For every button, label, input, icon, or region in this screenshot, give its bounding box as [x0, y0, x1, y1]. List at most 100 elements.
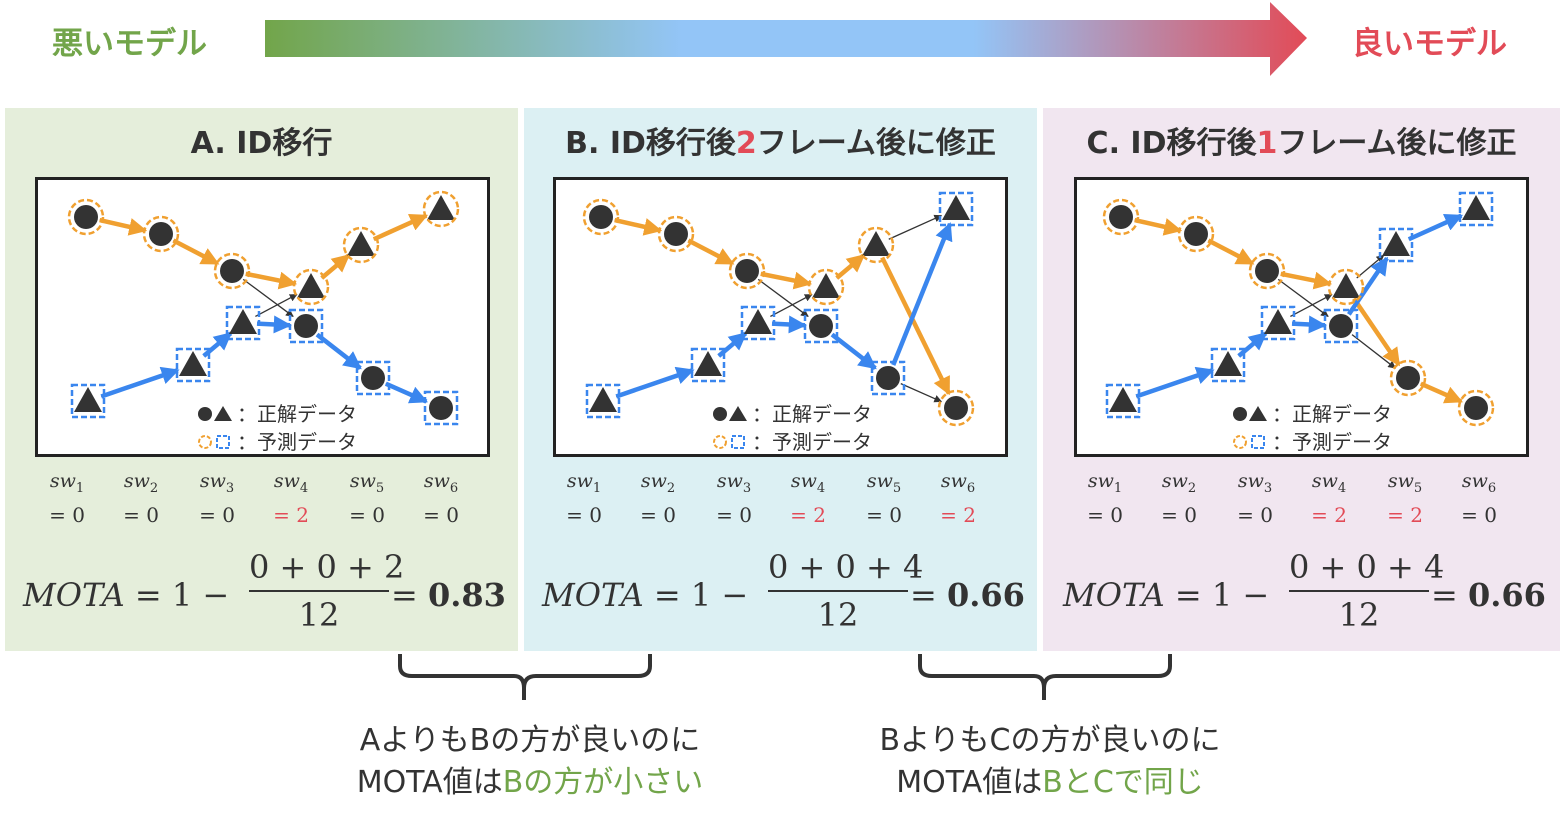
switch-value: = 2: [1311, 502, 1347, 527]
gt-circle-marker: [149, 222, 173, 246]
legend-gt-label: ：正解データ: [752, 402, 872, 426]
gt-circle-trajectory-arrow: [900, 383, 943, 403]
pred-blue-track-arrow: [256, 315, 292, 334]
pred-orange-track-arrow: [1207, 238, 1255, 266]
gt-triangle-marker: [942, 195, 970, 220]
switch-value: = 2: [1387, 502, 1423, 527]
switch-value: = 0: [1087, 502, 1123, 527]
gt-triangle-marker: [862, 231, 890, 256]
pred-blue-track-arrow: [100, 366, 180, 399]
pred-orange-track-arrow: [1352, 297, 1401, 367]
legend-pred-circle-icon: [1233, 435, 1247, 449]
legend-gt-label: ：正解データ: [237, 402, 357, 426]
pred-blue-square-marker: [803, 308, 839, 344]
switch-count-5: sw5 = 0: [854, 468, 914, 528]
switch-label: sw3: [199, 470, 235, 496]
pred-orange-track-arrow: [687, 238, 735, 266]
legend-pred-label: ：予測データ: [752, 430, 872, 454]
legend-pred-circle-icon: [198, 435, 212, 449]
legend-gt-triangle-icon: [1249, 406, 1267, 421]
pred-blue-square-marker: [288, 308, 324, 344]
legend-gt-triangle-icon: [214, 406, 232, 421]
gt-triangle-marker: [427, 195, 455, 220]
switch-label: sw3: [716, 470, 752, 496]
switch-count-6: sw6 = 0: [1449, 468, 1509, 528]
pred-blue-square-marker: [70, 383, 106, 419]
gt-triangle-trajectory-arrow: [1290, 293, 1333, 318]
pred-blue-track-arrow: [1407, 213, 1464, 242]
switch-value: = 0: [49, 502, 85, 527]
switch-value: = 0: [349, 502, 385, 527]
panel-b-title: B. ID移行後2フレーム後に修正: [565, 126, 996, 161]
switch-count-1: sw1 = 0: [554, 468, 614, 528]
pred-orange-circle-marker: [342, 226, 380, 264]
legend-pred-circle-icon: [713, 435, 727, 449]
switch-label: sw5: [349, 470, 385, 496]
gt-triangle-trajectory-arrow: [888, 214, 943, 240]
switch-count-5: sw5 = 2: [1375, 468, 1435, 528]
legend-pred-label: ：予測データ: [237, 430, 357, 454]
legend-pred-square-icon: [1251, 435, 1265, 449]
switch-value: = 0: [1237, 502, 1273, 527]
switch-label: sw1: [566, 470, 602, 496]
gt-triangle-marker: [1214, 351, 1242, 376]
gt-triangle-trajectory-arrow: [255, 293, 298, 318]
switch-value: = 0: [123, 502, 159, 527]
pred-orange-circle-marker: [1177, 215, 1215, 253]
pred-blue-track-arrow: [1237, 331, 1268, 358]
bad-model-label: 悪いモデル: [52, 26, 207, 62]
gt-circle-trajectory-arrow: [242, 278, 294, 317]
pred-blue-square-marker: [1458, 191, 1494, 227]
left-brace: [398, 654, 652, 700]
gt-triangle-marker: [179, 351, 207, 376]
panel-c-mota-result: 0.66: [1467, 576, 1546, 614]
pred-orange-track-arrow: [372, 213, 429, 242]
switch-label: sw4: [790, 470, 826, 496]
pred-orange-circle-marker: [582, 198, 620, 236]
switch-value: = 2: [940, 502, 976, 527]
pred-orange-circle-marker: [292, 268, 330, 306]
gt-circle-marker: [1255, 259, 1279, 283]
pred-orange-circle-marker: [857, 226, 895, 264]
gt-circle-marker: [361, 366, 385, 390]
gt-circle-marker: [294, 314, 318, 338]
pred-orange-circle-marker: [1102, 198, 1140, 236]
gt-triangle-marker: [694, 351, 722, 376]
gt-triangle-marker: [1462, 195, 1490, 220]
panel-b-plot: ：正解データ ：予測データ: [553, 177, 1008, 457]
pred-blue-track-arrow: [1347, 256, 1389, 316]
pred-orange-track-arrow: [1419, 381, 1464, 404]
good-model-label: 良いモデル: [1352, 26, 1507, 62]
switch-label: sw1: [1087, 470, 1123, 496]
gt-triangle-marker: [1382, 231, 1410, 256]
legend-gt-circle-icon: [1233, 407, 1247, 421]
pred-blue-square-marker: [690, 347, 726, 383]
pred-orange-circle-marker: [657, 215, 695, 253]
pred-blue-track-arrow: [1291, 315, 1327, 334]
switch-label: sw1: [49, 470, 85, 496]
panel-a-mota-result: 0.83: [427, 576, 506, 614]
pred-blue-track-arrow: [615, 366, 695, 399]
right-caption: BよりもCの方が良いのに MOTA値はBとCで同じ: [879, 723, 1221, 800]
pred-orange-track-arrow: [245, 271, 298, 290]
gt-circle-marker: [74, 205, 98, 229]
switch-value: = 0: [1461, 502, 1497, 527]
switch-count-4: sw4 = 2: [261, 468, 321, 528]
pred-blue-square-marker: [938, 191, 974, 227]
panel-a-plot: ：正解データ ：予測データ: [35, 177, 490, 457]
switch-value: = 0: [866, 502, 902, 527]
pred-orange-circle-marker: [807, 268, 845, 306]
panel-b-tracking-diagram: ：正解データ ：予測データ: [582, 191, 975, 454]
legend-gt-circle-icon: [713, 407, 727, 421]
switch-label: sw4: [273, 470, 309, 496]
panel-b-mota-result: 0.66: [946, 576, 1025, 614]
left-caption: AよりもBの方が良いのに MOTA値はBの方が小さい: [356, 723, 704, 800]
switch-count-3: sw3 = 0: [1225, 468, 1285, 528]
gt-circle-trajectory-arrow: [1277, 278, 1329, 317]
switch-value: = 0: [566, 502, 602, 527]
panel-a-title: A. ID移行: [190, 126, 333, 161]
pred-blue-track-arrow: [891, 222, 953, 366]
pred-orange-circle-marker: [1327, 268, 1365, 306]
legend-pred-square-icon: [731, 435, 745, 449]
